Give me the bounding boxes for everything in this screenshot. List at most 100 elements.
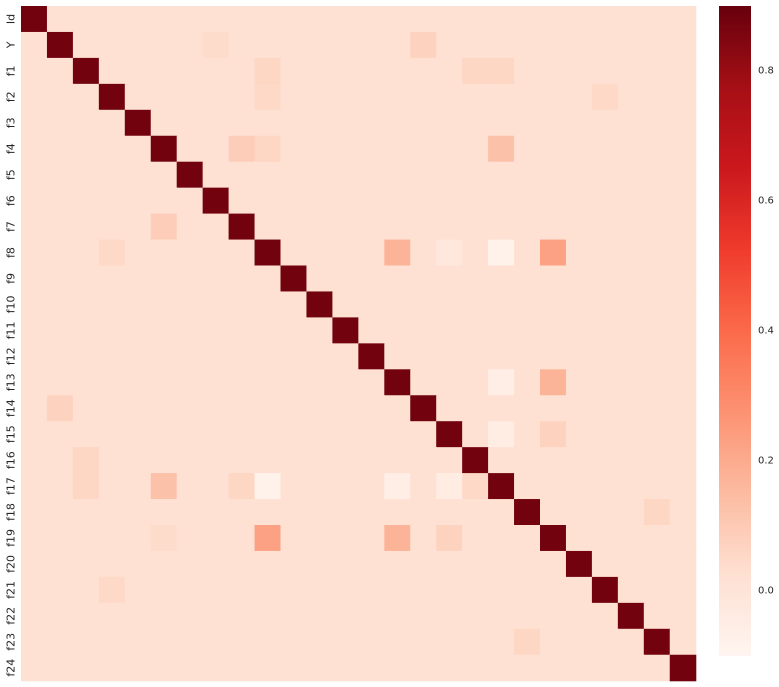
heatmap-cell-f17-f10: [306, 473, 333, 500]
heatmap-cell-f24-f8: [254, 654, 282, 682]
heatmap-cell-Y-Y: [46, 31, 74, 59]
heatmap-cell-f22-f7: [228, 602, 256, 630]
heatmap-cell-f21-f10: [306, 576, 333, 604]
heatmap-cell-f8-f23: [643, 239, 671, 267]
heatmap-cell-f19-f11: [332, 525, 359, 552]
heatmap-cell-f24-f4: [150, 654, 178, 682]
heatmap-cell-f22-f21: [591, 602, 619, 630]
heatmap-cell-f6-f21: [591, 187, 619, 215]
heatmap-cell-f17-f7: [228, 473, 256, 500]
heatmap-cell-f17-f23: [643, 473, 671, 500]
heatmap-cell-f5-f12: [358, 161, 385, 189]
heatmap-cell-f22-f11: [332, 602, 359, 630]
heatmap-cell-f11-f24: [669, 317, 697, 344]
heatmap-cell-f4-f5: [176, 135, 204, 163]
heatmap-cell-f6-f15: [436, 187, 463, 215]
colorbar: 0.0 0.2 0.4 0.6 0.8: [719, 6, 774, 656]
heatmap-cell-f2-f18: [514, 83, 541, 111]
heatmap-cell-f24-f17: [488, 654, 515, 682]
heatmap-cell-Id-f2: [98, 6, 126, 33]
heatmap-cell-f24-f9: [280, 654, 308, 682]
heatmap-cell-f8-f3: [124, 239, 152, 267]
heatmap-cell-f4-f6: [202, 135, 230, 163]
heatmap-cell-f12-f3: [124, 343, 152, 370]
heatmap-cell-f1-f15: [436, 57, 463, 85]
heatmap-cell-f23-f22: [617, 628, 645, 656]
heatmap-cell-f17-Id: [21, 473, 48, 500]
heatmap-cell-f11-f2: [98, 317, 126, 344]
heatmap-cell-f6-f12: [358, 187, 385, 215]
heatmap-cell-f21-f13: [384, 576, 411, 604]
heatmap-cell-f24-f18: [514, 654, 541, 682]
heatmap-cell-f15-f11: [332, 421, 359, 448]
heatmap-cell-f24-f21: [591, 654, 619, 682]
heatmap-cell-f18-f13: [384, 499, 411, 526]
heatmap-cell-f5-f21: [591, 161, 619, 189]
heatmap-cell-f11-f18: [514, 317, 541, 344]
heatmap-cell-f15-f4: [150, 421, 178, 448]
heatmap-cell-f9-Id: [21, 265, 48, 293]
heatmap-cell-f8-Id: [21, 239, 48, 267]
heatmap-cell-f11-f23: [643, 317, 671, 344]
heatmap-cell-f12-f22: [617, 343, 645, 370]
heatmap-cell-f4-f21: [591, 135, 619, 163]
heatmap-cell-f15-f5: [176, 421, 204, 448]
heatmap-cell-f16-f12: [358, 447, 385, 474]
heatmap-cell-Y-f8: [254, 31, 282, 59]
heatmap-cell-f19-f6: [202, 525, 230, 552]
heatmap-cell-f19-f7: [228, 525, 256, 552]
heatmap-cell-f4-f4: [150, 135, 178, 163]
heatmap-cell-f8-f9: [280, 239, 308, 267]
heatmap-cell-f24-f11: [332, 654, 359, 682]
heatmap-cell-f7-f6: [202, 213, 230, 241]
heatmap-cell-f9-f7: [228, 265, 256, 293]
heatmap-cell-f15-f13: [384, 421, 411, 448]
heatmap-cell-f10-f11: [332, 291, 359, 318]
heatmap-cell-f1-f23: [643, 57, 671, 85]
heatmap-cell-f17-f3: [124, 473, 152, 500]
heatmap-cell-f21-f22: [617, 576, 645, 604]
heatmap-cell-f9-f10: [306, 265, 333, 293]
heatmap-cell-f20-f22: [617, 550, 645, 578]
heatmap-cell-f6-f22: [617, 187, 645, 215]
heatmap-cell-f8-f17: [488, 239, 515, 267]
heatmap-cell-f6-f7: [228, 187, 256, 215]
heatmap-cell-Y-f17: [488, 31, 515, 59]
heatmap-cell-f24-f23: [643, 654, 671, 682]
heatmap-cell-f17-f11: [332, 473, 359, 500]
heatmap-cell-f6-f13: [384, 187, 411, 215]
heatmap-cell-Y-f5: [176, 31, 204, 59]
heatmap-cell-f2-f13: [384, 83, 411, 111]
heatmap-cell-f13-f13: [384, 369, 411, 396]
heatmap-cell-Id-f20: [565, 6, 593, 33]
heatmap-cell-f23-f9: [280, 628, 308, 656]
heatmap-cell-f1-f9: [280, 57, 308, 85]
y-tick-label-f20: f20: [5, 555, 18, 573]
heatmap-cell-f19-f24: [669, 525, 697, 552]
heatmap-cell-f19-f2: [98, 525, 126, 552]
heatmap-cell-Id-f23: [643, 6, 671, 33]
heatmap-cell-f19-Y: [46, 525, 74, 552]
heatmap-cell-f1-f2: [98, 57, 126, 85]
heatmap-cell-f19-f8: [254, 525, 282, 552]
heatmap-cell-f21-f7: [228, 576, 256, 604]
heatmap-cell-f7-Id: [21, 213, 48, 241]
y-tick-label-f8: f8: [5, 247, 18, 258]
heatmap-cell-Id-f7: [228, 6, 256, 33]
heatmap-cell-f2-f8: [254, 83, 282, 111]
heatmap-cell-f8-f4: [150, 239, 178, 267]
heatmap-cell-f3-f19: [540, 109, 567, 137]
heatmap-cell-f3-f20: [565, 109, 593, 137]
heatmap-cell-f5-f3: [124, 161, 152, 189]
heatmap-cell-f18-Id: [21, 499, 48, 526]
heatmap-cell-f19-f4: [150, 525, 178, 552]
heatmap-cell-f19-f23: [643, 525, 671, 552]
heatmap-cell-f8-f19: [540, 239, 567, 267]
heatmap-cell-Y-f16: [462, 31, 489, 59]
heatmap-cell-f18-f1: [72, 499, 100, 526]
heatmap-cell-f13-f5: [176, 369, 204, 396]
heatmap-cell-f4-f7: [228, 135, 256, 163]
heatmap-cell-f16-f13: [384, 447, 411, 474]
heatmap-cell-f12-f8: [254, 343, 282, 370]
heatmap-cell-f6-f5: [176, 187, 204, 215]
